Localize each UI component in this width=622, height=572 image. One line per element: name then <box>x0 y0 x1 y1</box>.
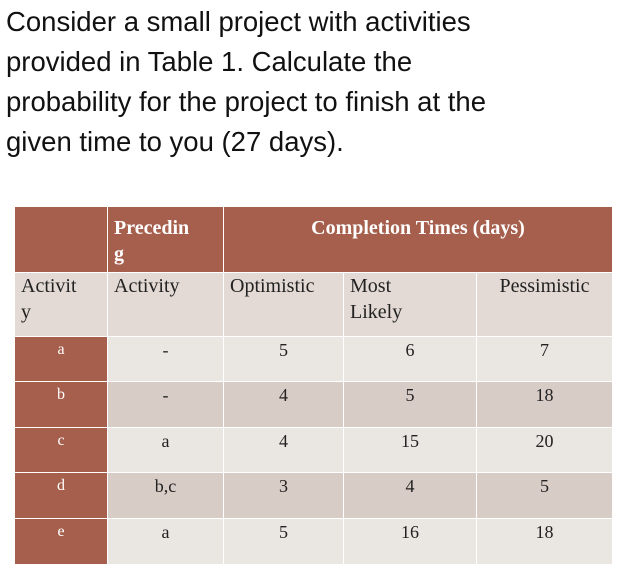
optimistic-cell: 5 <box>223 336 344 382</box>
most-likely-cell: 6 <box>343 336 477 382</box>
subheader-most-likely-text: Most <box>350 275 392 297</box>
question-line: provided in Table 1. Calculate the <box>6 46 413 77</box>
question-line: Consider a small project with activities <box>6 6 471 37</box>
pessimistic-cell: 7 <box>476 336 613 382</box>
preceding-cell: - <box>107 336 224 382</box>
subheader-preceding-activity: Activity <box>107 272 224 337</box>
optimistic-cell: 4 <box>223 381 344 428</box>
question-line: given time to you (27 days). <box>6 126 344 157</box>
subheader-most-likely-text: Likely <box>350 301 403 323</box>
most-likely-cell: 4 <box>343 472 477 519</box>
subheader-most-likely: Most Likely <box>343 272 477 337</box>
activity-id-cell: e <box>14 518 108 565</box>
most-likely-cell: 15 <box>343 427 477 473</box>
table-subheader-row: Activit y Activity Optimistic Most Likel… <box>14 272 613 337</box>
question-text: Consider a small project with activities… <box>6 2 616 162</box>
activity-id-cell: d <box>14 472 108 519</box>
header-completion-times: Completion Times (days) <box>223 206 613 273</box>
table-row: c a 4 15 20 <box>14 427 613 473</box>
subheader-activity-text: y <box>21 301 31 323</box>
activity-id-cell: a <box>14 336 108 382</box>
most-likely-cell: 5 <box>343 381 477 428</box>
table-row: a - 5 6 7 <box>14 336 613 382</box>
optimistic-cell: 3 <box>223 472 344 519</box>
pessimistic-cell: 18 <box>476 381 613 428</box>
table-row: d b,c 3 4 5 <box>14 472 613 519</box>
preceding-cell: b,c <box>107 472 224 519</box>
subheader-activity: Activit y <box>14 272 108 337</box>
preceding-cell: a <box>107 427 224 473</box>
most-likely-cell: 16 <box>343 518 477 565</box>
header-preceding-text: g <box>114 243 124 265</box>
pessimistic-cell: 5 <box>476 472 613 519</box>
header-preceding-text: Precedin <box>114 217 190 239</box>
header-preceding-cell: Precedin g <box>107 206 224 273</box>
table-header-row: Precedin g Completion Times (days) <box>14 206 613 273</box>
table-row: e a 5 16 18 <box>14 518 613 565</box>
header-activity-cell <box>14 206 108 273</box>
optimistic-cell: 4 <box>223 427 344 473</box>
optimistic-cell: 5 <box>223 518 344 565</box>
pessimistic-cell: 20 <box>476 427 613 473</box>
activity-id-cell: c <box>14 427 108 473</box>
preceding-cell: - <box>107 381 224 428</box>
subheader-activity-text: Activit <box>21 275 77 297</box>
question-line: probability for the project to finish at… <box>6 86 486 117</box>
activity-id-cell: b <box>14 381 108 428</box>
subheader-optimistic: Optimistic <box>223 272 344 337</box>
pessimistic-cell: 18 <box>476 518 613 565</box>
activity-table: Precedin g Completion Times (days) Activ… <box>14 206 613 565</box>
table-row: b - 4 5 18 <box>14 381 613 428</box>
subheader-pessimistic: Pessimistic <box>476 272 613 337</box>
preceding-cell: a <box>107 518 224 565</box>
